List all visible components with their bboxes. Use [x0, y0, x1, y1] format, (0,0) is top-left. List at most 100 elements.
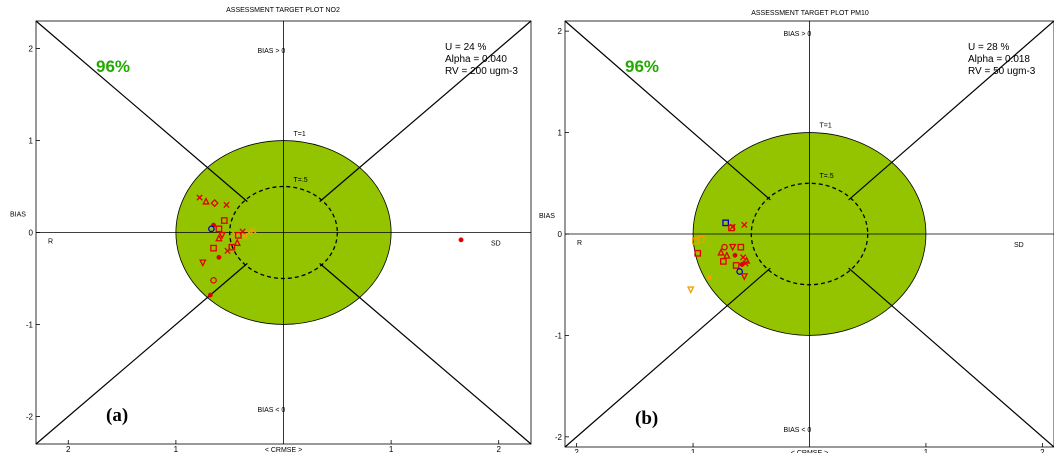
parameter-info-line: Alpha = 0.018: [968, 54, 1030, 65]
y-axis-label: BIAS: [10, 212, 26, 219]
data-point-marker: [740, 273, 749, 281]
target-t1-label: T=1: [820, 123, 832, 130]
panel-label: (a): [106, 405, 128, 426]
parameter-info-line: RV = 50 ugm-3: [968, 66, 1036, 77]
percent-in-target: 96%: [625, 57, 659, 76]
x-tick-label: 2: [66, 445, 71, 453]
y-axis-label: BIAS: [539, 213, 555, 220]
x-tick-label: 1: [691, 448, 696, 453]
y-tick-label: 1: [558, 129, 563, 138]
diagonal-line: [35, 20, 248, 203]
panel-label: (b): [635, 408, 658, 429]
bias-negative-label: BIAS < 0: [258, 407, 286, 414]
r-label: R: [48, 239, 53, 246]
data-point-marker: [233, 238, 241, 246]
chart-title: ASSESSMENT TARGET PLOT PM10: [751, 10, 869, 17]
data-point-marker: [239, 228, 246, 235]
data-point-marker: [732, 252, 738, 258]
chart-title: ASSESSMENT TARGET PLOT NO2: [226, 7, 340, 14]
parameter-info-line: U = 28 %: [968, 42, 1010, 53]
data-point-marker: [228, 243, 236, 251]
y-tick-label: -2: [26, 412, 34, 421]
data-point-marker: [721, 243, 728, 251]
r-label: R: [577, 240, 582, 247]
bias-positive-label: BIAS > 0: [258, 48, 286, 55]
data-point-marker: [458, 237, 464, 243]
bias-positive-label: BIAS > 0: [784, 31, 812, 38]
data-point-marker: [210, 244, 217, 252]
data-point-marker: [199, 259, 207, 267]
x-tick-label: 1: [924, 448, 929, 453]
x-tick-label: 2: [574, 448, 579, 453]
target-plot-panel-1: 2 1 0 -1 -2 2 1 1 2 ASSESSMENT TARGET PLOT NO2 BIA…: [10, 7, 532, 454]
y-tick-label: 2: [29, 45, 34, 54]
target-t05-label: T=.5: [294, 177, 308, 184]
parameter-info-line: U = 24 %: [445, 42, 487, 53]
parameter-info-line: Alpha = 0.040: [445, 54, 507, 65]
data-point-marker: [196, 194, 203, 201]
data-point-marker: [223, 201, 230, 209]
x-tick-label: 1: [174, 445, 179, 453]
data-point-marker: [732, 262, 740, 269]
data-point-marker: [215, 225, 223, 233]
sd-label: SD: [491, 241, 501, 248]
data-point-marker: [207, 292, 213, 298]
data-points: [686, 219, 751, 294]
data-point-marker: [697, 235, 705, 243]
data-point-marker: [216, 254, 222, 260]
target-t05-label: T=.5: [820, 173, 834, 180]
data-point-marker: [722, 219, 730, 227]
data-point-marker: [224, 247, 231, 255]
diagonal-line: [319, 262, 532, 445]
data-point-marker: [245, 229, 253, 236]
diagonal-line: [35, 262, 248, 445]
data-point-marker: [719, 258, 727, 265]
data-point-marker: [215, 233, 223, 242]
y-tick-label: 2: [558, 27, 563, 36]
data-point-marker: [736, 268, 743, 275]
diagonal-line: [564, 20, 771, 201]
diagonal-line: [848, 267, 1054, 448]
sd-label: SD: [1014, 242, 1024, 249]
data-point-marker: [737, 243, 745, 251]
percent-in-target: 96%: [96, 57, 130, 76]
y-tick-label: -2: [555, 433, 563, 442]
data-point-marker: [234, 231, 242, 239]
data-point-marker: [742, 260, 749, 267]
data-point-marker: [220, 217, 228, 224]
data-points: [196, 194, 464, 298]
data-point-marker: [741, 221, 748, 229]
x-tick-label: 2: [496, 445, 501, 453]
diagonal-line: [319, 20, 532, 203]
y-tick-label: -1: [26, 320, 34, 329]
y-tick-label: 0: [29, 229, 34, 238]
y-tick-label: 0: [558, 230, 563, 239]
parameter-info-line: RV = 200 ugm-3: [445, 66, 518, 77]
x-tick-label: 1: [389, 445, 394, 453]
data-point-marker: [210, 276, 217, 284]
data-point-marker: [202, 197, 210, 205]
diagonal-line: [848, 20, 1054, 201]
data-point-marker: [694, 249, 702, 257]
data-point-marker: [242, 233, 248, 239]
y-tick-label: -1: [555, 331, 563, 340]
x-tick-label: 2: [1040, 448, 1045, 453]
data-point-marker: [686, 286, 695, 294]
data-point-marker: [706, 275, 712, 281]
data-point-marker: [729, 223, 736, 231]
data-point-marker: [723, 251, 731, 259]
data-point-marker: [208, 225, 215, 233]
y-tick-label: 1: [29, 137, 34, 146]
data-point-marker: [250, 227, 257, 234]
data-point-marker: [728, 243, 737, 252]
diagonal-line: [564, 267, 771, 448]
data-point-marker: [717, 248, 725, 256]
target-t1-label: T=1: [294, 131, 306, 138]
bias-negative-label: BIAS < 0: [784, 427, 812, 434]
data-point-marker: [739, 254, 747, 261]
target-plot-panel-2: 2 1 0 -1 -2 2 1 1 2 ASSESSMENT TARGET PLOT PM10 BI…: [539, 10, 1054, 457]
data-point-marker: [218, 231, 226, 240]
data-point-marker: [210, 198, 219, 208]
